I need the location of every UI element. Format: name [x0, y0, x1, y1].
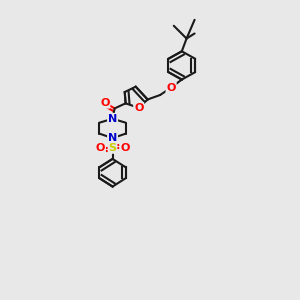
- Text: N: N: [108, 114, 117, 124]
- Text: O: O: [120, 143, 129, 153]
- Text: S: S: [109, 143, 116, 153]
- Text: O: O: [96, 143, 105, 153]
- Text: N: N: [108, 133, 117, 143]
- Text: O: O: [100, 98, 110, 108]
- Text: O: O: [134, 103, 143, 113]
- Text: O: O: [167, 82, 176, 93]
